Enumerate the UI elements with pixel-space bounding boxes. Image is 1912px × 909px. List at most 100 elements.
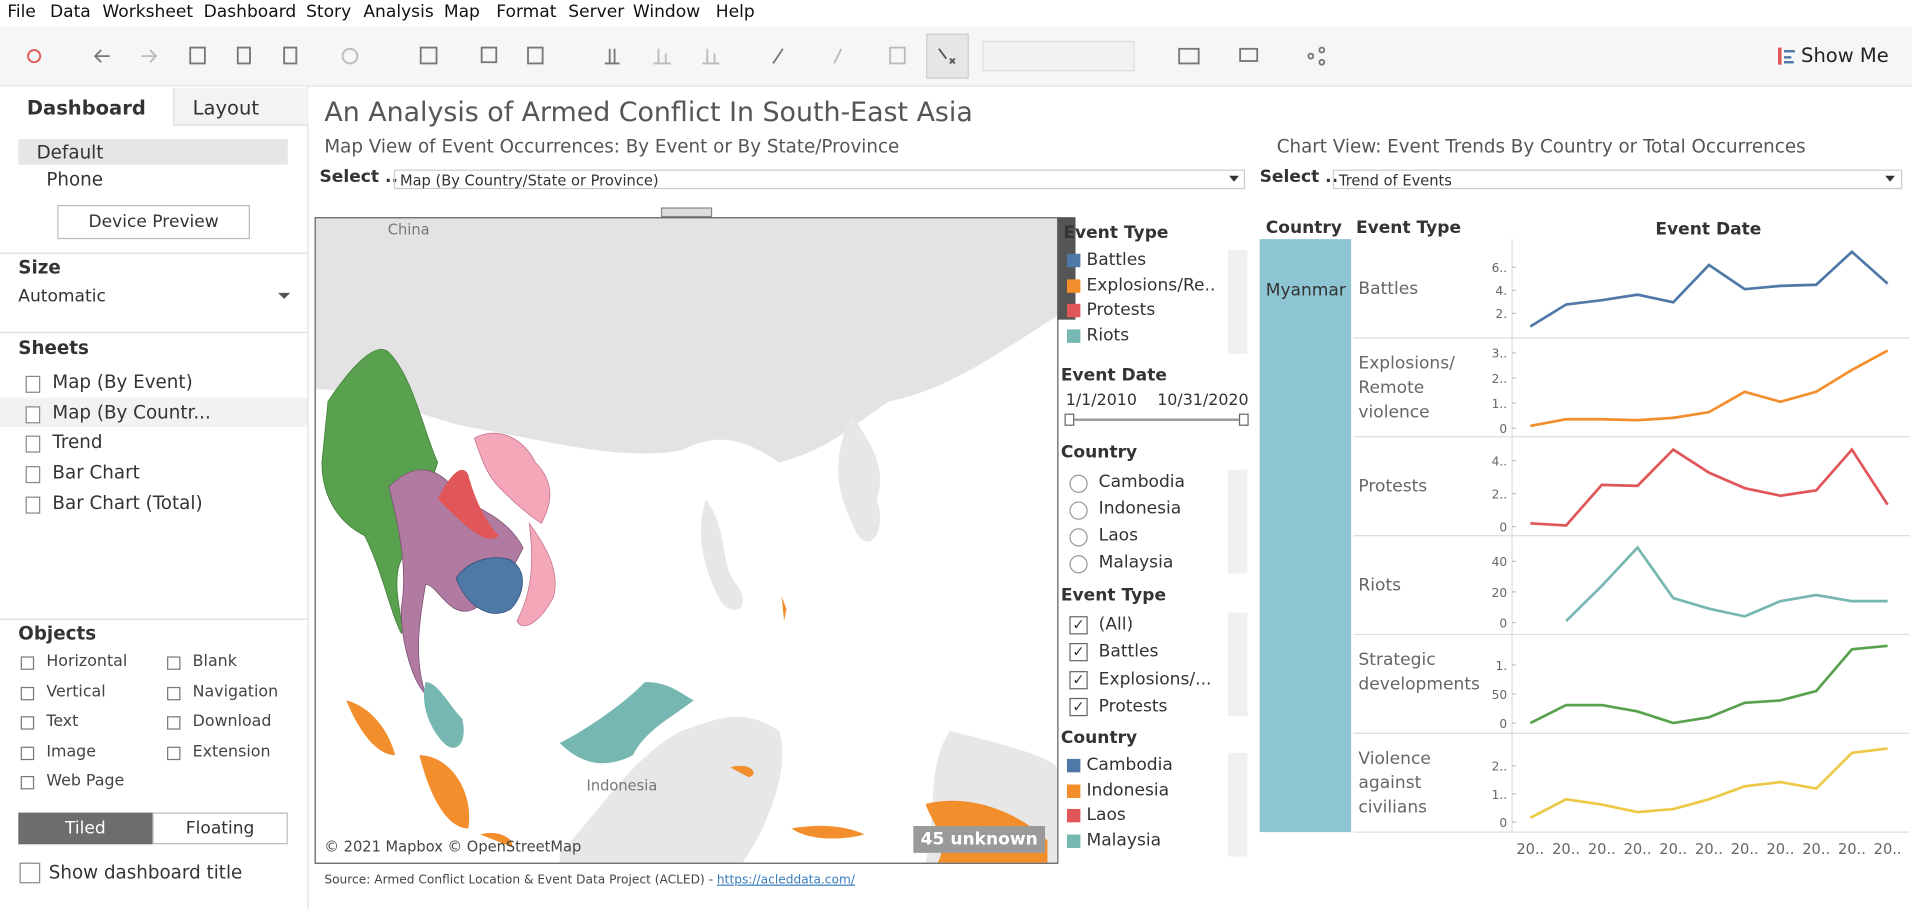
object-item[interactable]: Horizontal (46, 652, 128, 672)
object-icon (20, 716, 35, 730)
x-tick-label: 20.. (1695, 841, 1723, 858)
sheet-controls[interactable] (1057, 217, 1076, 320)
legend-item[interactable]: Riots (1086, 325, 1130, 345)
row-label: Violence against civilians (1358, 749, 1431, 818)
device-option[interactable]: Phone (46, 168, 104, 191)
menu-item[interactable]: Format (496, 2, 557, 22)
device-highlight (18, 139, 288, 165)
toolbar-icons (27, 33, 1326, 79)
y-tick-label: 2.. (1492, 760, 1508, 774)
legend-item[interactable]: Malaysia (1086, 830, 1162, 850)
slider-handle[interactable] (1064, 413, 1075, 426)
legend-item[interactable]: Indonesia (1086, 780, 1170, 800)
filter-item[interactable]: Indonesia (1098, 499, 1182, 519)
device-preview-button[interactable]: Device Preview (57, 204, 250, 240)
radio[interactable] (1069, 555, 1088, 574)
row-label: Riots (1358, 575, 1402, 596)
checkbox[interactable]: ✓ (1069, 643, 1088, 662)
legend-swatch (1066, 783, 1081, 798)
menu-item[interactable]: Analysis (363, 2, 434, 22)
filter-item[interactable]: Battles (1098, 642, 1159, 662)
menu-item[interactable]: Window (632, 2, 701, 22)
checkbox[interactable]: ✓ (1069, 616, 1088, 635)
dropdown-arrow (278, 292, 291, 305)
trend-line (1565, 545, 1888, 622)
radio[interactable] (1069, 474, 1088, 493)
menu-item[interactable]: Map (443, 2, 480, 22)
menu-item[interactable]: File (7, 2, 36, 22)
chart-select[interactable]: Trend of Events (1332, 169, 1903, 190)
legend-item[interactable]: Cambodia (1086, 755, 1173, 775)
floating-button[interactable]: Floating (152, 812, 288, 845)
map (314, 217, 1059, 864)
legend-item[interactable]: Battles (1086, 250, 1147, 270)
filter-item[interactable]: Malaysia (1098, 552, 1174, 573)
unknown-indicator[interactable]: 45 unknown (913, 826, 1046, 853)
filter-item[interactable]: (All) (1098, 614, 1134, 635)
date-from: 1/1/2010 (1065, 391, 1137, 410)
sheet-item[interactable]: Map (By Event) (52, 370, 193, 393)
object-item[interactable]: Blank (192, 652, 237, 672)
size-dropdown[interactable]: Automatic (18, 286, 106, 307)
sheet-item[interactable]: Bar Chart (52, 461, 140, 484)
source-link[interactable]: https://acleddata.com/ (716, 873, 855, 888)
layout-tab-bg (173, 87, 309, 126)
sheet-item[interactable]: Map (By Countr... (52, 401, 211, 423)
y-tick-label: 2. (1496, 307, 1508, 321)
filter-item[interactable]: Protests (1098, 696, 1168, 717)
radio[interactable] (1069, 501, 1088, 520)
object-item[interactable]: Web Page (46, 772, 125, 792)
menu-item[interactable]: Data (49, 2, 91, 22)
date-slider[interactable] (1068, 418, 1246, 421)
row-label: Battles (1358, 279, 1419, 299)
show-me-icon (1777, 47, 1795, 65)
legend-swatch (1066, 303, 1081, 318)
menu-item[interactable]: Server (568, 2, 625, 22)
filter-item[interactable]: Cambodia (1098, 472, 1186, 492)
dashboard-tab[interactable]: Dashboard (26, 96, 146, 120)
y-tick-label: 50 (1492, 688, 1508, 702)
menu-item[interactable]: Worksheet (102, 2, 194, 22)
object-item[interactable]: Extension (192, 742, 271, 762)
filter-item[interactable]: Explosions/... (1098, 669, 1212, 689)
object-icon (167, 656, 181, 670)
country-label: Myanmar (1266, 280, 1347, 300)
y-tick-label: 0 (1499, 717, 1507, 731)
object-item[interactable]: Vertical (46, 682, 106, 702)
object-icon (167, 686, 181, 700)
map-select[interactable]: Map (By Country/State or Province) (393, 169, 1246, 190)
trend-line (1529, 747, 1888, 820)
sheet-item[interactable]: Trend (52, 431, 103, 454)
dropdown-arrow (1229, 175, 1239, 187)
checkbox[interactable]: ✓ (1069, 697, 1088, 717)
x-tick-label: 20.. (1552, 841, 1580, 858)
object-item[interactable]: Image (46, 742, 96, 762)
filter-item[interactable]: Laos (1098, 525, 1139, 546)
checkbox[interactable] (19, 862, 41, 884)
trend-chart: Country Event Type Event Date Myanmar 6.. 4. 2… (1259, 218, 1910, 858)
slider-handle[interactable] (1238, 413, 1249, 426)
drag-handle[interactable] (660, 207, 713, 218)
object-item[interactable]: Navigation (192, 682, 279, 702)
subtitle: Chart View: Event Trends By Country or T… (1276, 135, 1806, 158)
object-item[interactable]: Text (46, 712, 79, 732)
object-icon (20, 686, 35, 700)
menu-item[interactable]: Help (715, 2, 755, 22)
menu-item[interactable]: Story (306, 2, 352, 22)
section-title: Size (18, 256, 61, 279)
legend-item[interactable]: Protests (1086, 300, 1156, 320)
layout-tab[interactable]: Layout (192, 96, 259, 120)
select-label: Select .. (319, 167, 398, 187)
legend-item[interactable]: Laos (1086, 805, 1126, 825)
menu-item[interactable]: Dashboard (203, 2, 297, 22)
sheet-item[interactable]: Bar Chart (Total) (52, 491, 203, 514)
device-option[interactable]: Default (36, 141, 104, 164)
legend-item[interactable]: Explosions/Re.. (1086, 275, 1216, 295)
checkbox[interactable]: ✓ (1069, 670, 1088, 689)
show-me-button[interactable]: Show Me (1801, 43, 1889, 68)
object-item[interactable]: Download (192, 712, 272, 732)
tiled-button[interactable]: Tiled (18, 812, 153, 845)
y-tick-label: 0 (1499, 422, 1507, 436)
radio[interactable] (1069, 528, 1088, 547)
legend-swatch (1066, 253, 1081, 268)
